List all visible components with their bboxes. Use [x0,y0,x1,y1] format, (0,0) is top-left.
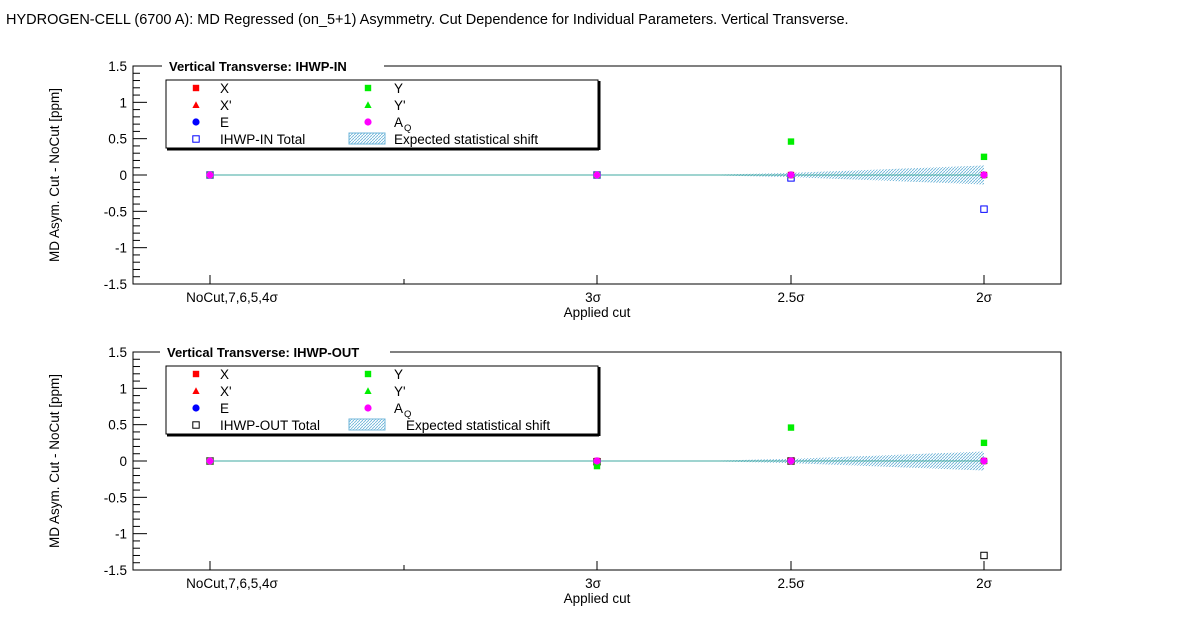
legend-marker [192,404,200,412]
legend-label: X [220,367,229,382]
x-tick-label: 3σ [585,576,602,591]
data-point-total [980,205,988,213]
y-tick-label: 0 [119,454,127,469]
legend-marker [192,101,200,108]
panel-title-bg [162,58,384,76]
data-point-y [787,138,795,145]
panel-title: Vertical Transverse: IHWP-OUT [167,345,359,360]
y-tick-label: 1 [119,95,127,110]
y-axis-label: MD Asym. Cut - NoCut [ppm] [47,88,62,262]
panel-title: Vertical Transverse: IHWP-IN [169,59,347,74]
data-point-aq [980,457,988,465]
legend-label: Y [394,367,403,382]
legend-marker [192,421,200,429]
data-point-aq [206,171,214,179]
legend-swatch-band [348,418,386,431]
x-tick-label: 2.5σ [777,576,805,591]
legend-marker [192,118,200,126]
y-tick-label: -1 [115,527,127,542]
legend-label: IHWP-OUT Total [220,418,320,433]
data-point-y [787,424,795,431]
legend-label: Y' [394,98,406,113]
legend-label-subscript: Q [404,409,411,420]
legend-marker [192,370,200,378]
y-axis-label: MD Asym. Cut - NoCut [ppm] [47,374,62,548]
y-tick-label: 0.5 [108,132,127,147]
data-point-aq [787,457,795,465]
legend-label-subscript: Q [404,123,411,134]
y-tick-label: 1.5 [108,59,127,74]
x-tick-label: NoCut,7,6,5,4σ [186,576,278,591]
legend-label: X [220,81,229,96]
y-tick-label: 0 [119,168,127,183]
panel-title-bg [160,344,390,362]
legend-marker [364,101,372,108]
data-point-aq [787,171,795,179]
legend-marker [192,84,200,92]
page-title: HYDROGEN-CELL (6700 A): MD Regressed (on… [6,12,849,28]
y-tick-label: -1.5 [104,277,127,292]
data-point-y [980,153,988,161]
legend-marker [192,387,200,394]
legend-label: Y' [394,384,406,399]
legend-label: E [220,401,229,416]
legend-marker [364,404,372,412]
legend-label: A [394,401,403,416]
y-tick-label: -1.5 [104,563,127,578]
legend-marker [364,370,372,378]
legend-label: Expected statistical shift [406,418,550,433]
legend-marker [192,135,200,143]
x-tick-label: 2σ [976,576,993,591]
data-point-aq [593,171,601,179]
data-point-total [980,551,988,560]
x-axis-label: Applied cut [564,305,631,320]
y-tick-label: -1 [115,241,127,256]
data-point-aq [593,457,601,465]
x-tick-label: 2.5σ [777,290,805,305]
x-tick-label: 3σ [585,290,602,305]
y-tick-label: 0.5 [108,418,127,433]
legend-label: E [220,115,229,130]
legend-swatch-band [348,132,386,145]
y-tick-label: -0.5 [104,204,127,219]
data-point-aq [980,171,988,179]
legend-marker [364,118,372,126]
legend-label: X' [220,384,232,399]
panel-ihwp-out: 1.5 1 0.5 0 -0.5 -1 -1.5 NoCut,7,6,5,4σ 3σ 2.5σ 2σ… [47,344,1062,606]
legend-label: Y [394,81,403,96]
y-tick-label: 1.5 [108,345,127,360]
data-point-y [980,439,988,447]
data-point-y [593,462,601,470]
x-axis-label: Applied cut [564,591,631,606]
x-tick-label: NoCut,7,6,5,4σ [186,290,278,305]
legend-label: IHWP-IN Total [220,132,305,147]
y-tick-label: -0.5 [104,490,127,505]
legend-marker [364,84,372,92]
x-tick-label: 2σ [976,290,993,305]
legend-label: Expected statistical shift [394,132,538,147]
panel-ihwp-in: 1.5 1 0.5 0 -0.5 -1 -1.5 NoCut,7,6,5,4σ 3σ 2.5σ 2σ… [47,58,1062,320]
legend-label: A [394,115,403,130]
y-tick-label: 1 [119,381,127,396]
legend-label: X' [220,98,232,113]
legend-marker [364,387,372,394]
data-point-aq [206,457,214,465]
